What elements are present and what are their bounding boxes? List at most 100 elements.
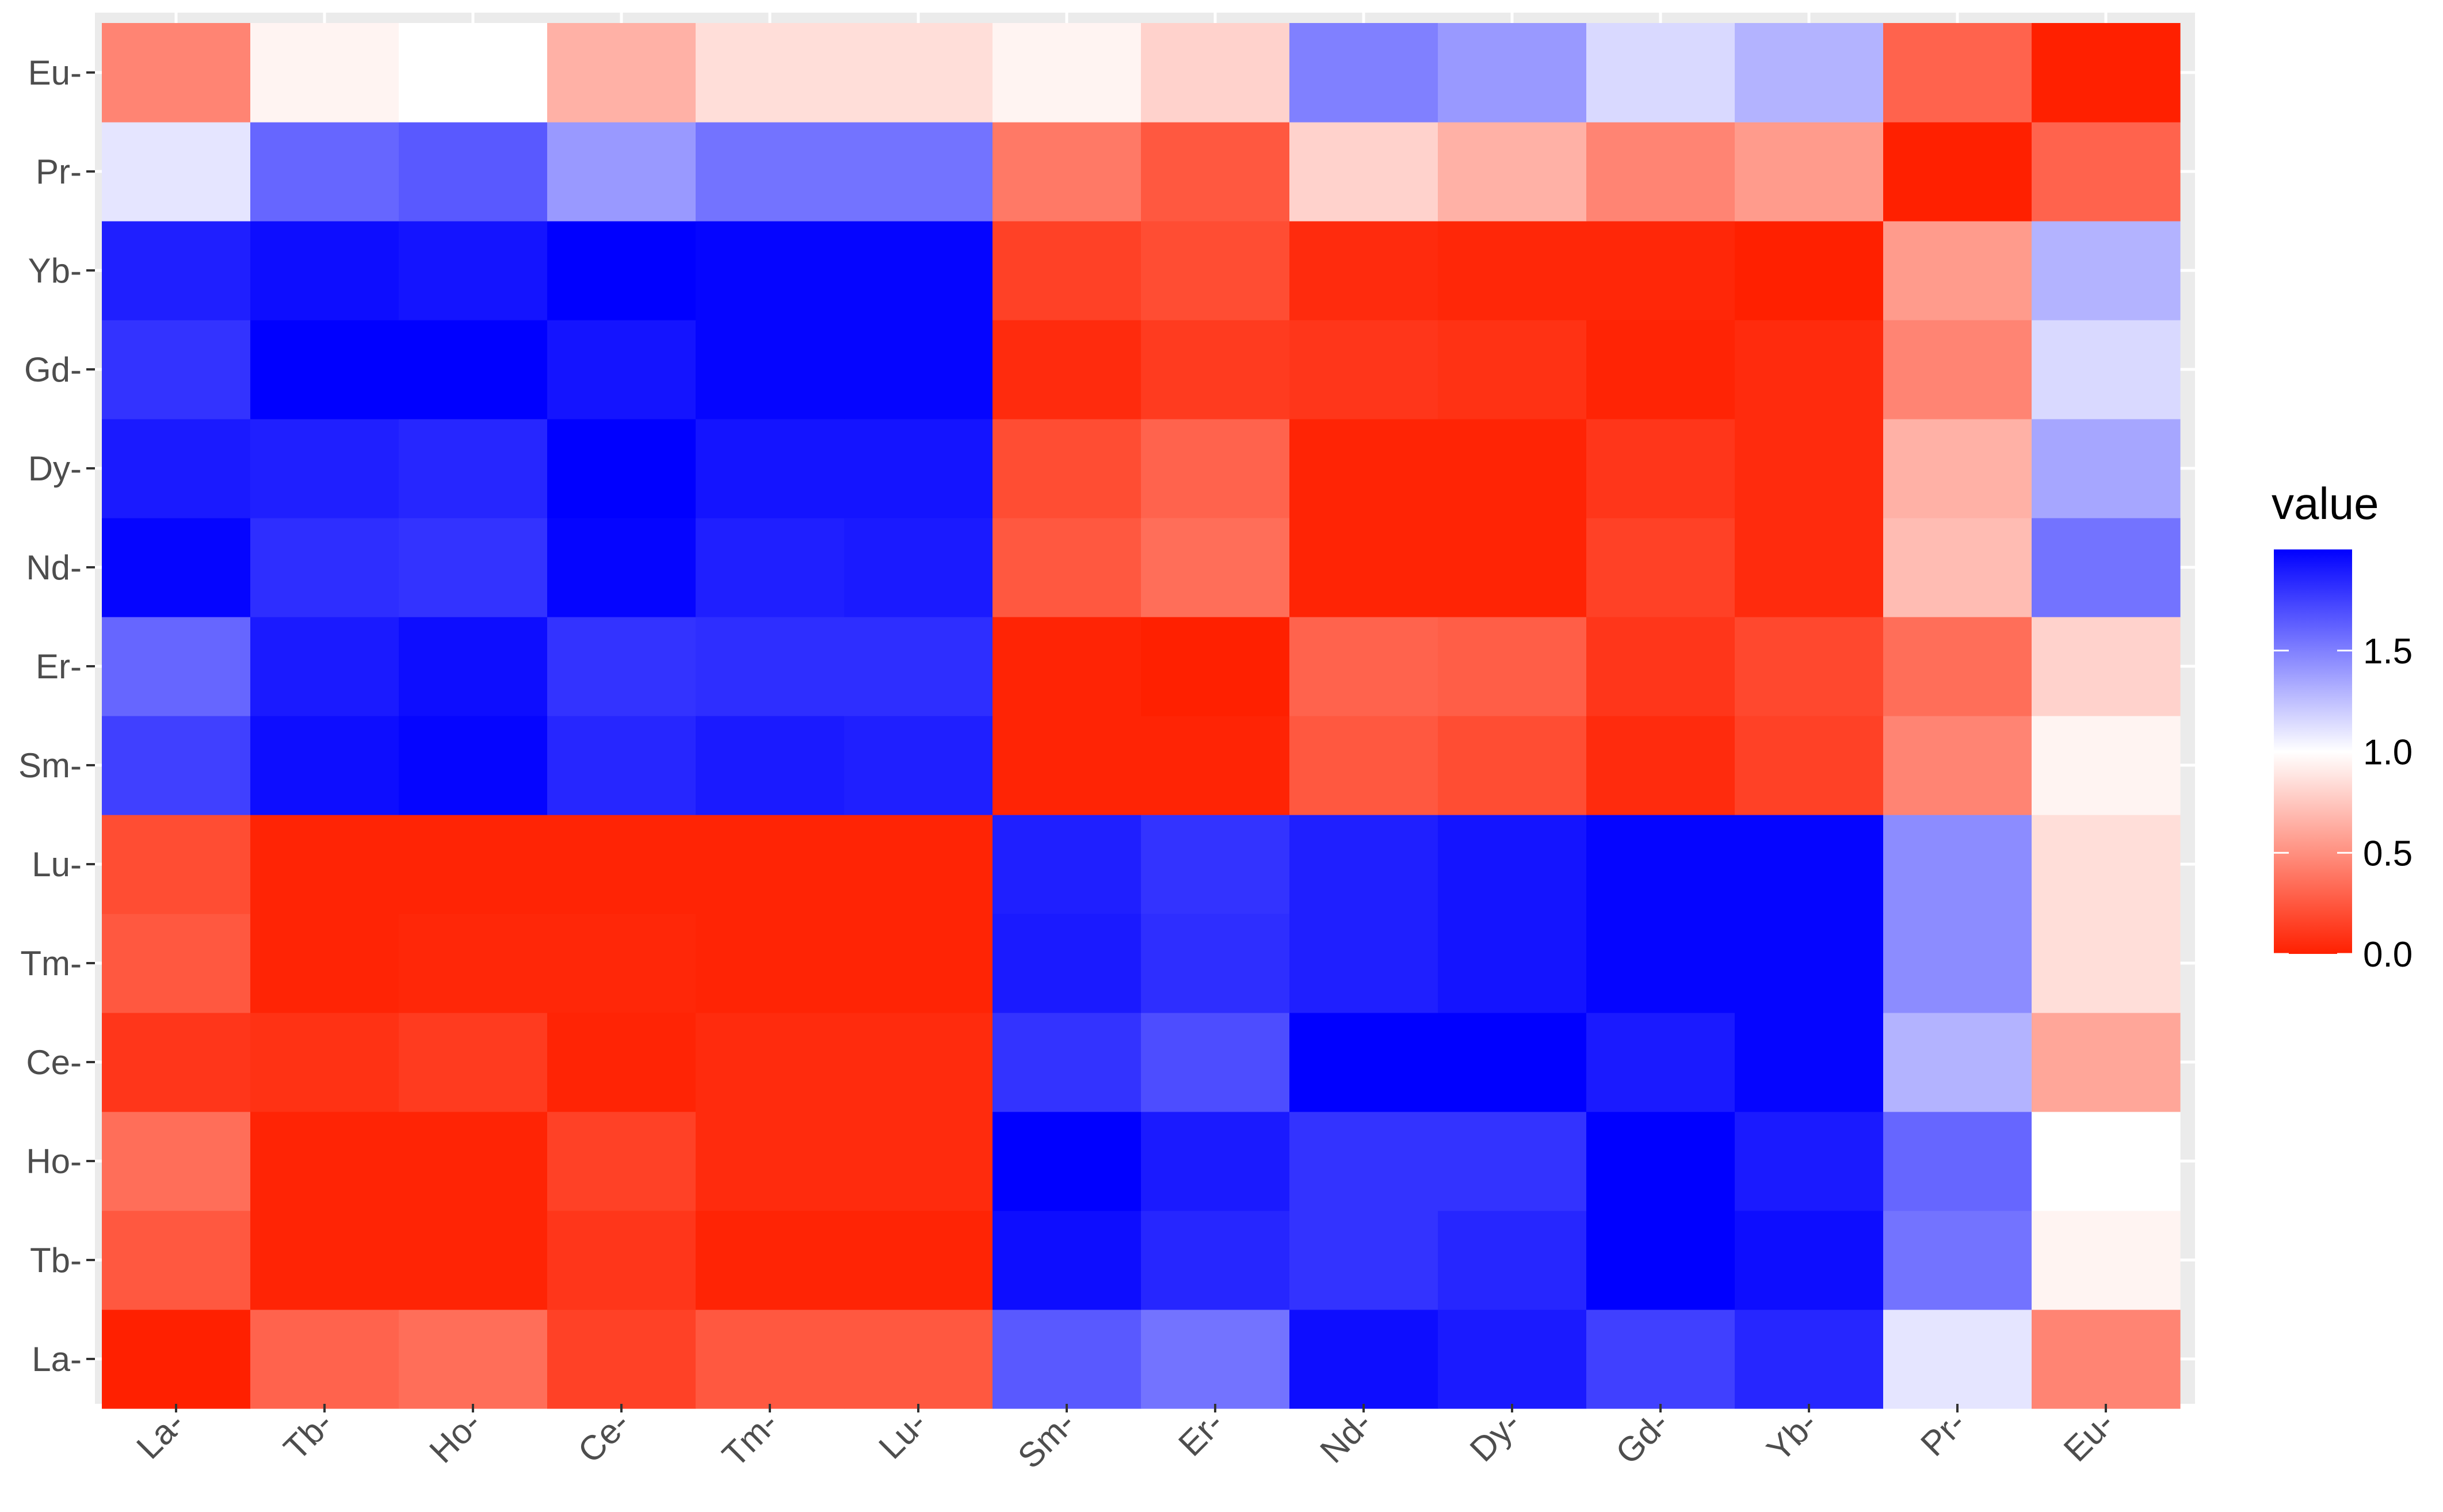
heatmap-cell-Er-Nd xyxy=(1289,617,1438,716)
heatmap-cell-Nd-Nd xyxy=(1289,518,1438,617)
heatmap-cell-Lu-La xyxy=(102,815,251,914)
heatmap-cell-Pr-Eu xyxy=(2032,122,2181,222)
heatmap-cell-Dy-Pr xyxy=(1883,419,2032,518)
heatmap-cell-Nd-Dy xyxy=(1438,518,1587,617)
heatmap-cell-Lu-Lu xyxy=(844,815,993,914)
heatmap-cell-Dy-Sm xyxy=(993,419,1142,518)
heatmap-cell-Ce-Gd xyxy=(1586,1013,1735,1112)
heatmap-cell-Eu-La xyxy=(102,23,251,123)
x-tick-label-Ho: Ho- xyxy=(422,1404,488,1471)
heatmap-cell-La-Tm xyxy=(696,1309,845,1409)
heatmap-cell-Ce-Er xyxy=(1141,1013,1290,1112)
heatmap-cell-Ho-Ce xyxy=(547,1112,696,1211)
heatmap-cell-Tb-Ho xyxy=(399,1211,548,1310)
heatmap-cell-Pr-Tb xyxy=(250,122,399,222)
heatmap-cell-Ce-Nd xyxy=(1289,1013,1438,1112)
heatmap-cell-Er-Sm xyxy=(993,617,1142,716)
legend-tick-label: 0.0 xyxy=(2363,935,2413,975)
y-axis: La- Tb- Ho- Ce- Tm- Lu- Sm- Er- Nd- Dy- Gd- Yb- Pr- E… xyxy=(18,54,95,1379)
heatmap-cell-Ho-Tm xyxy=(696,1112,845,1211)
heatmap-cell-Tb-Lu xyxy=(844,1211,993,1310)
heatmap-cell-Yb-Ce xyxy=(547,221,696,320)
heatmap-cell-La-Yb xyxy=(1735,1309,1884,1409)
heatmap-cell-La-Ce xyxy=(547,1309,696,1409)
heatmap-cell-Yb-Gd xyxy=(1586,221,1735,320)
heatmap-cell-Yb-Tm xyxy=(696,221,845,320)
heatmap-cell-Tb-Dy xyxy=(1438,1211,1587,1310)
heatmap-cell-Yb-Yb xyxy=(1735,221,1884,320)
heatmap-cell-Tb-Eu xyxy=(2032,1211,2181,1310)
heatmap-cell-La-Tb xyxy=(250,1309,399,1409)
heatmap-cell-Er-Ce xyxy=(547,617,696,716)
x-tick-label-Gd: Gd- xyxy=(1608,1404,1676,1472)
heatmap-cell-Nd-Er xyxy=(1141,518,1290,617)
heatmap-cell-Pr-Yb xyxy=(1735,122,1884,222)
heatmap-cell-Pr-Er xyxy=(1141,122,1290,222)
heatmap-cell-Pr-Ho xyxy=(399,122,548,222)
heatmap-cell-Sm-Yb xyxy=(1735,716,1884,815)
heatmap-cell-Ho-Eu xyxy=(2032,1112,2181,1211)
legend-tick-label: 1.0 xyxy=(2363,733,2413,773)
heatmap-cell-Yb-La xyxy=(102,221,251,320)
heatmap-cell-Ce-Yb xyxy=(1735,1013,1884,1112)
heatmap-cell-Nd-La xyxy=(102,518,251,617)
legend-ticks: 0.0 0.5 1.0 1.5 xyxy=(2274,632,2413,975)
heatmap-cell-Lu-Tb xyxy=(250,815,399,914)
heatmap-cell-Gd-Yb xyxy=(1735,320,1884,419)
heatmap-cell-Dy-Ho xyxy=(399,419,548,518)
heatmap-cell-Lu-Ce xyxy=(547,815,696,914)
y-tick-label-Dy: Dy- xyxy=(28,449,82,488)
heatmap-cell-Nd-Gd xyxy=(1586,518,1735,617)
heatmap-cell-Nd-Sm xyxy=(993,518,1142,617)
heatmap-cell-Eu-Er xyxy=(1141,23,1290,123)
heatmap-cell-Tm-Gd xyxy=(1586,914,1735,1013)
heatmap-cell-Eu-Nd xyxy=(1289,23,1438,123)
y-tick-label-Gd: Gd- xyxy=(24,350,82,389)
heatmap-cell-Sm-Ho xyxy=(399,716,548,815)
heatmap-cell-Er-Lu xyxy=(844,617,993,716)
x-tick-label-Eu: Eu- xyxy=(2056,1404,2121,1469)
heatmap-cell-Ce-La xyxy=(102,1013,251,1112)
heatmap-cell-Gd-La xyxy=(102,320,251,419)
heatmap-cell-Er-La xyxy=(102,617,251,716)
heatmap-cell-Sm-La xyxy=(102,716,251,815)
x-tick-label-Tb: Tb- xyxy=(276,1404,340,1468)
heatmap-cell-Pr-Dy xyxy=(1438,122,1587,222)
y-tick-label-Tm: Tm- xyxy=(20,944,82,983)
heatmap-cell-Sm-Lu xyxy=(844,716,993,815)
heatmap-cell-Tm-Yb xyxy=(1735,914,1884,1013)
heatmap-cell-Eu-Ce xyxy=(547,23,696,123)
heatmap-cell-Dy-Gd xyxy=(1586,419,1735,518)
heatmap-cell-Dy-Eu xyxy=(2032,419,2181,518)
heatmap-cell-Ho-Tb xyxy=(250,1112,399,1211)
heatmap-cell-Ce-Eu xyxy=(2032,1013,2181,1112)
heatmap-cell-La-Dy xyxy=(1438,1309,1587,1409)
heatmap-cell-Dy-Tb xyxy=(250,419,399,518)
heatmap-cell-Ho-Ho xyxy=(399,1112,548,1211)
heatmap-cell-Sm-Gd xyxy=(1586,716,1735,815)
y-tick-label-Tb: Tb- xyxy=(30,1241,82,1280)
heatmap-cell-Eu-Gd xyxy=(1586,23,1735,123)
heatmap-cell-La-La xyxy=(102,1309,251,1409)
heatmap-cell-Eu-Tb xyxy=(250,23,399,123)
heatmap-cell-Sm-Eu xyxy=(2032,716,2181,815)
heatmap-cell-Tm-Ho xyxy=(399,914,548,1013)
heatmap-cell-Tb-Er xyxy=(1141,1211,1290,1310)
heatmap-cell-Nd-Ho xyxy=(399,518,548,617)
y-tick-label-Sm: Sm- xyxy=(18,746,82,785)
heatmap-cell-Pr-Pr xyxy=(1883,122,2032,222)
heatmap-cell-Lu-Eu xyxy=(2032,815,2181,914)
x-tick-label-Tm: Tm- xyxy=(715,1404,785,1475)
heatmap-cell-Nd-Tm xyxy=(696,518,845,617)
heatmap-cell-Gd-Dy xyxy=(1438,320,1587,419)
heatmap-cell-La-Sm xyxy=(993,1309,1142,1409)
heatmap-cell-Yb-Lu xyxy=(844,221,993,320)
heatmap-cell-Lu-Sm xyxy=(993,815,1142,914)
heatmap-cell-Ho-Pr xyxy=(1883,1112,2032,1211)
heatmap-cell-Lu-Pr xyxy=(1883,815,2032,914)
heatmap-cell-Tm-Er xyxy=(1141,914,1290,1013)
heatmap-cell-Lu-Dy xyxy=(1438,815,1587,914)
heatmap-cell-Yb-Nd xyxy=(1289,221,1438,320)
heatmap-cell-La-Lu xyxy=(844,1309,993,1409)
heatmap-cell-Pr-Ce xyxy=(547,122,696,222)
